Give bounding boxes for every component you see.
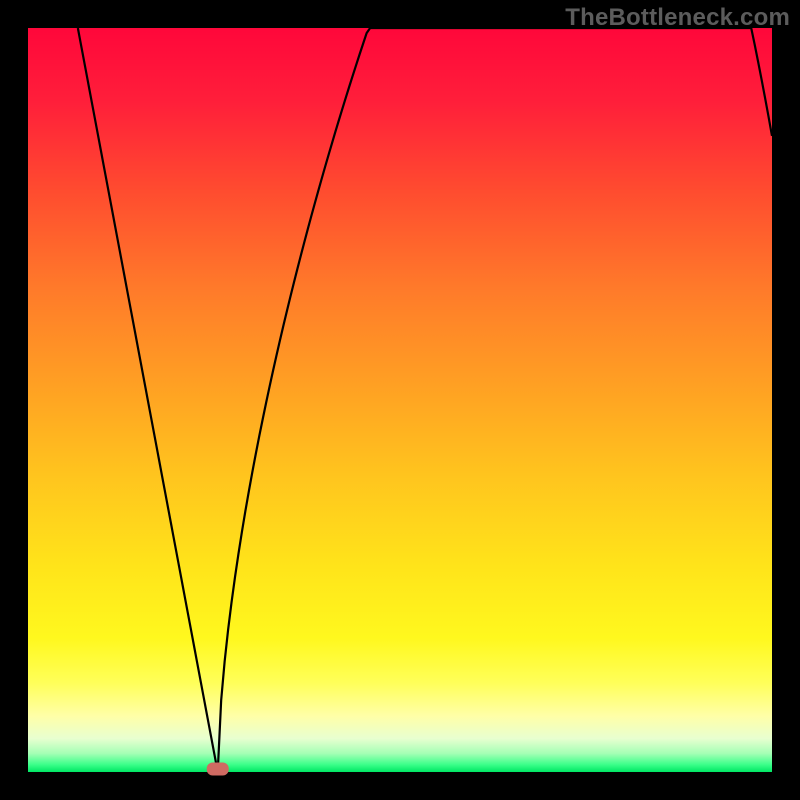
watermark-text: TheBottleneck.com <box>565 4 790 32</box>
minimum-marker <box>207 763 229 776</box>
chart-container: TheBottleneck.com <box>0 0 800 800</box>
chart-svg <box>0 0 800 800</box>
plot-area <box>28 28 772 772</box>
